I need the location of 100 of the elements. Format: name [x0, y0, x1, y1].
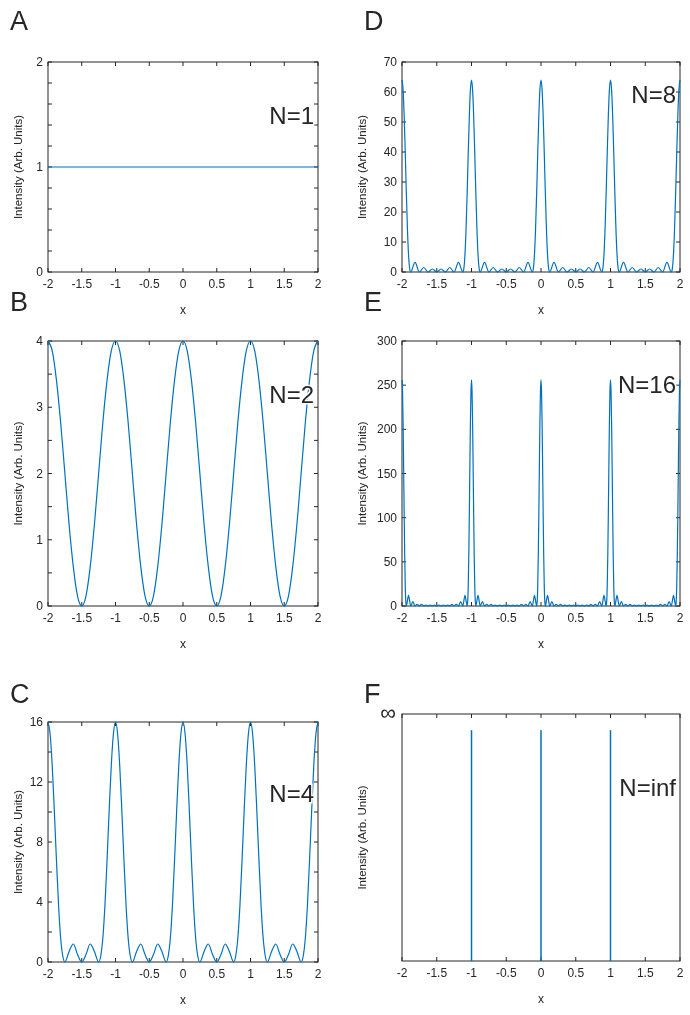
chart-title: C — [10, 679, 30, 709]
y-tick-label: 0 — [390, 599, 398, 613]
y-tick-label: 250 — [376, 378, 398, 393]
x-tick-label: 1 — [607, 966, 615, 980]
y-axis-title: Intensity (Arb. Units) — [12, 789, 24, 895]
x-tick-label: -1 — [466, 966, 478, 980]
chart-title: E — [364, 287, 383, 317]
x-tick-label: -1.5 — [426, 966, 448, 980]
y-tick-label: 1 — [36, 160, 44, 174]
y-tick-label: 3 — [36, 400, 44, 415]
x-tick-label: -1 — [110, 277, 122, 291]
x-tick-label: -0.5 — [495, 611, 517, 625]
x-tick-label: -2 — [42, 277, 54, 291]
x-tick-label: 0 — [179, 611, 187, 625]
y-tick-label: 50 — [383, 554, 398, 569]
x-axis-title: x — [180, 303, 186, 317]
x-tick-label: -1.5 — [71, 611, 93, 625]
y-tick-label: 300 — [376, 334, 398, 348]
x-tick-label: -2 — [396, 966, 408, 980]
y-tick-label: 0 — [36, 599, 44, 613]
x-tick-label: -2 — [42, 967, 54, 981]
text: ∞ — [380, 700, 396, 725]
x-tick-label: 0.5 — [567, 966, 585, 980]
x-tick-label: -0.5 — [495, 966, 517, 980]
y-tick-label: 150 — [376, 466, 398, 481]
y-tick-label: 2 — [36, 466, 44, 481]
x-tick-label: -1 — [110, 611, 122, 625]
x-tick-label: 1 — [607, 277, 615, 291]
x-tick-label: 1.5 — [636, 277, 654, 291]
x-tick-label: 0 — [537, 277, 545, 291]
x-tick-label: -0.5 — [138, 611, 160, 625]
y-axis-title: Intensity (Arb. Units) — [356, 421, 368, 526]
x-tick-label: 0.5 — [208, 277, 226, 291]
x-tick-label: 0 — [179, 967, 187, 981]
y-axis-title: Intensity (Arb. Units) — [12, 114, 24, 220]
x-tick-label: 2 — [676, 966, 684, 980]
line-series — [401, 79, 681, 273]
annotation: N=1 — [269, 102, 314, 129]
x-tick-label: -1.5 — [426, 277, 448, 291]
chart-title: F — [364, 679, 381, 709]
x-tick-label: 1.5 — [636, 966, 654, 980]
y-tick-label: 0 — [390, 265, 398, 279]
y-tick-label: 50 — [383, 115, 398, 129]
chart-title: A — [10, 6, 29, 36]
x-tick-label: 2 — [314, 611, 322, 625]
y-tick-label: 0 — [36, 265, 44, 279]
y-tick-label: 4 — [36, 895, 44, 909]
annotation: N=8 — [631, 81, 676, 108]
x-tick-label: -1.5 — [71, 277, 93, 291]
x-tick-label: 1.5 — [636, 611, 654, 625]
y-tick-label: 1 — [36, 532, 44, 547]
x-tick-label: 2 — [676, 277, 684, 291]
line-series — [47, 721, 319, 963]
x-tick-label: 0.5 — [208, 611, 226, 625]
x-axis-title: x — [180, 637, 186, 651]
y-tick-label: 12 — [29, 775, 44, 789]
x-tick-label: -0.5 — [138, 277, 160, 291]
annotation: N=16 — [617, 370, 676, 398]
y-tick-label: 10 — [383, 235, 398, 249]
x-tick-label: 0.5 — [208, 967, 226, 981]
x-tick-label: -0.5 — [495, 277, 517, 291]
x-tick-label: 0.5 — [567, 277, 585, 291]
y-tick-label: 2 — [36, 55, 44, 69]
y-tick-label: 0 — [36, 955, 44, 969]
x-axis-title: x — [538, 303, 544, 317]
x-axis-title: x — [538, 992, 544, 1006]
y-tick-label: 70 — [383, 55, 398, 69]
x-tick-label: 2 — [314, 967, 322, 981]
x-tick-label: -2 — [396, 277, 408, 291]
y-tick-label: 4 — [36, 334, 44, 348]
x-tick-label: -1.5 — [71, 967, 93, 981]
x-tick-label: 2 — [314, 277, 322, 291]
y-tick-label: 60 — [383, 85, 398, 99]
y-axis-title: Intensity (Arb. Units) — [356, 114, 368, 220]
x-tick-label: 0.5 — [567, 611, 585, 625]
y-tick-label: 200 — [376, 422, 398, 437]
x-tick-label: 1 — [247, 967, 255, 981]
y-tick-label: 100 — [376, 510, 398, 525]
x-tick-label: -0.5 — [138, 967, 160, 981]
chart-title: B — [10, 287, 29, 317]
x-tick-label: -2 — [42, 611, 54, 625]
x-tick-label: -1 — [110, 967, 122, 981]
x-tick-label: 1 — [247, 277, 255, 291]
x-tick-label: 1 — [607, 611, 615, 625]
x-tick-label: 1 — [247, 611, 255, 625]
y-tick-label: 30 — [383, 175, 398, 189]
y-tick-label: 40 — [383, 145, 398, 159]
x-tick-label: 0 — [179, 277, 187, 291]
x-axis-title: x — [180, 993, 186, 1007]
chart-title: D — [364, 6, 384, 36]
y-tick-label: 8 — [36, 835, 44, 849]
x-tick-label: 2 — [676, 611, 684, 625]
y-tick-label: 20 — [383, 205, 398, 219]
y-axis-title: Intensity (Arb. Units) — [356, 785, 368, 890]
x-tick-label: 1.5 — [275, 611, 293, 625]
annotation: N=inf — [619, 773, 677, 801]
x-tick-label: -1 — [466, 611, 478, 625]
x-tick-label: 0 — [537, 966, 545, 980]
x-tick-label: -2 — [396, 611, 408, 625]
x-tick-label: -1 — [466, 277, 478, 291]
